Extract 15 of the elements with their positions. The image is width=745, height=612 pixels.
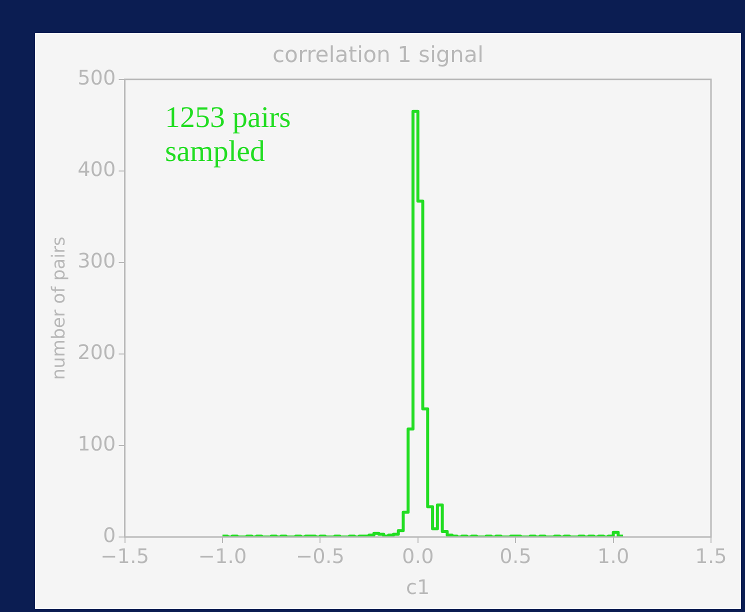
x-tick-label: −0.5 (296, 544, 344, 568)
x-tick-label: 1.0 (597, 544, 630, 568)
y-tick-label: 500 (78, 66, 116, 90)
x-tick-label: 0.5 (500, 544, 532, 568)
annotation: 1253 pairs sampled (165, 101, 292, 169)
y-axis-title: number of pairs (48, 236, 70, 380)
y-tick-label: 300 (78, 248, 116, 273)
y-tick-label: 100 (78, 432, 116, 456)
x-tick-label: −1.0 (198, 544, 247, 568)
chart-title: correlation 1 signal (272, 42, 484, 68)
y-tick-label: 400 (78, 157, 116, 182)
x-tick-label: 0.0 (402, 544, 434, 568)
x-tick-label: 1.5 (695, 544, 727, 568)
y-tick-label: 200 (78, 340, 116, 364)
x-axis-title: c1 (406, 575, 430, 600)
